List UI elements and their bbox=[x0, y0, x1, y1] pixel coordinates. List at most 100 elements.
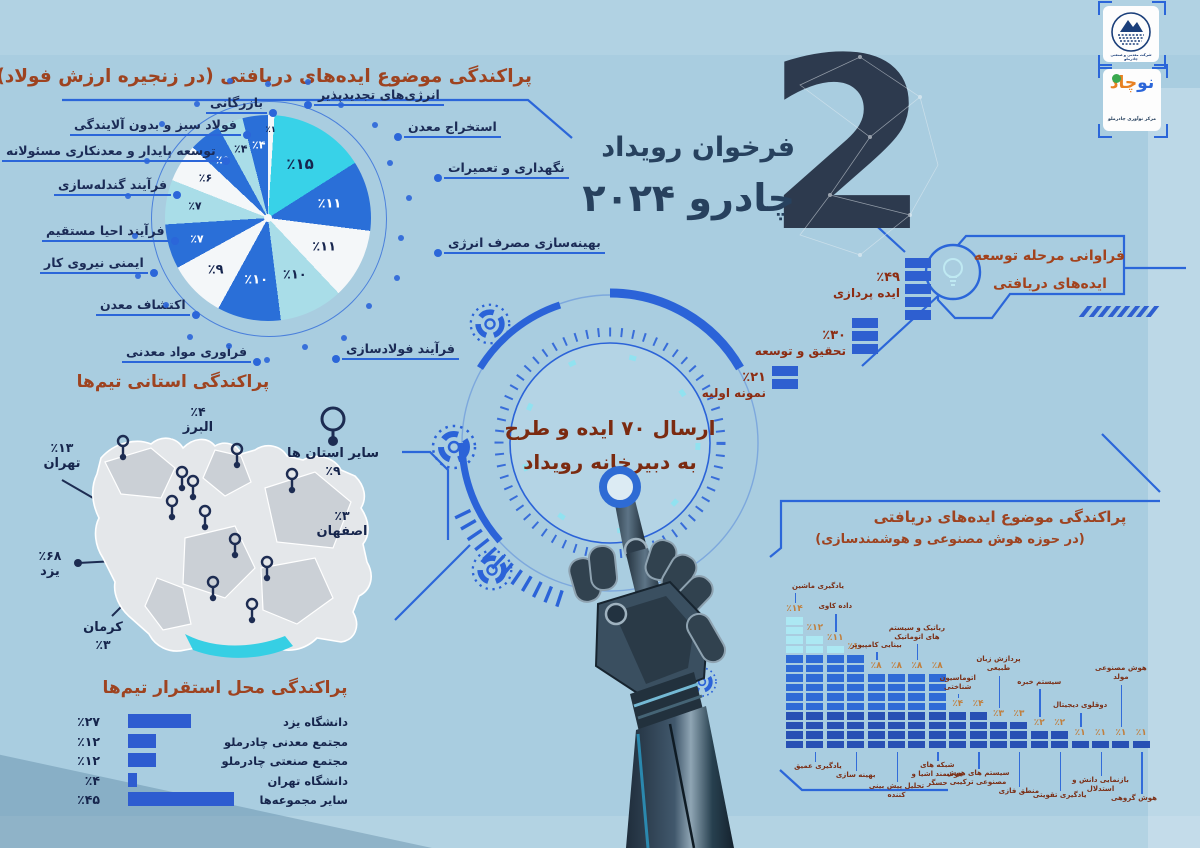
ai-bar-segment bbox=[826, 740, 844, 748]
ai-label-connector bbox=[896, 752, 898, 782]
dev-panel-box bbox=[924, 234, 1126, 320]
ai-bar-segment bbox=[990, 731, 1007, 739]
ai-label-connector bbox=[1100, 752, 1102, 776]
iran-map bbox=[91, 434, 372, 658]
innovation-caption: مرکز نوآوری چادرملو bbox=[1108, 117, 1156, 122]
ai-bar-segment bbox=[826, 721, 844, 729]
ai-bar-segment bbox=[888, 731, 905, 739]
ai-bar-percent: ٪۱۴ bbox=[786, 604, 803, 614]
ai-topic-label-bottom: منطق فازی bbox=[998, 787, 1040, 795]
ai-bar-segment bbox=[826, 683, 844, 691]
ai-topic-label-top: داده کاوی bbox=[818, 602, 853, 611]
ai-bar-percent: ٪۱۱ bbox=[827, 632, 844, 643]
ai-bar-segment bbox=[867, 712, 885, 720]
ai-bar-segment bbox=[1051, 740, 1069, 748]
company-name: شرکت معدنی و صنعتی چادرملو bbox=[1110, 53, 1152, 61]
map-province-label: ٪۱۳ تهران bbox=[43, 440, 81, 472]
ai-label-connector bbox=[1141, 752, 1143, 794]
ai-bar-segment bbox=[908, 740, 926, 748]
dev-stage-segment bbox=[852, 331, 878, 341]
pie-ring-dot bbox=[301, 343, 308, 350]
ai-bar-segment bbox=[969, 740, 987, 748]
ai-bar-segment bbox=[847, 655, 865, 663]
ai-bar-segment bbox=[826, 702, 844, 710]
lightbulb-icon bbox=[943, 258, 963, 286]
pie-ring-dot bbox=[387, 159, 394, 166]
ai-bar-segment bbox=[847, 693, 865, 701]
pie-ring-dot bbox=[162, 301, 169, 308]
ai-bar-percent: ٪۸ bbox=[891, 661, 902, 671]
ai-bar-percent: ٪۸ bbox=[931, 661, 943, 671]
ai-bar-segment bbox=[908, 712, 926, 720]
ai-bar-segment bbox=[826, 674, 844, 682]
location-bar bbox=[128, 733, 157, 748]
ai-bar-segment bbox=[786, 617, 803, 625]
pie-slice-percent: ٪۹ bbox=[207, 262, 224, 278]
pie-ring-dot bbox=[264, 356, 270, 363]
ai-bar-segment bbox=[1030, 731, 1048, 739]
ai-topic-label-top: هوش مصنوعی مولد bbox=[1095, 664, 1147, 682]
ai-bar-segment bbox=[908, 702, 926, 710]
location-bar bbox=[128, 753, 157, 767]
dev-panel-title-line1: فراوانی مرحله توسعه bbox=[973, 248, 1125, 264]
ai-bar-segment bbox=[1010, 731, 1028, 739]
ai-topic-label-top: دوقلوی دیجیتال bbox=[1052, 701, 1108, 710]
steel-pie-chart: ٪۱ ٪۱۵ ٪۱۱ ٪۱۱ ٪۱۰ ٪۱۰ ٪۹ ٪۷ ٪۷ ٪۶ ٪۵ ٪۴ ٪۴ انرژی‌های… bbox=[0, 0, 605, 400]
ai-bar-segment bbox=[867, 674, 885, 682]
location-label: دانشگاه تهران bbox=[267, 773, 348, 788]
ai-bar-segment bbox=[786, 721, 803, 729]
location-bar bbox=[128, 772, 138, 787]
event-title-line1: فرخوان رویداد bbox=[601, 132, 795, 163]
gear-dial-icon bbox=[469, 303, 511, 345]
ai-bar-segment bbox=[888, 740, 905, 748]
pie-ring-dot bbox=[226, 78, 233, 85]
ai-bar-segment bbox=[806, 645, 824, 653]
ai-bar-segment bbox=[928, 731, 946, 739]
dev-stage-segment bbox=[772, 366, 798, 376]
ai-bar-percent: ٪۲ bbox=[1033, 718, 1045, 728]
ai-bar-segment bbox=[949, 740, 967, 748]
hud-text-line1: ارسال ۷۰ ایده و طرح bbox=[504, 416, 716, 440]
location-percent: ٪۴ bbox=[84, 772, 100, 788]
ai-bar-segment bbox=[888, 702, 905, 710]
ai-bar-segment bbox=[847, 664, 865, 672]
ai-bar-segment bbox=[1112, 740, 1130, 748]
ai-bar-segment bbox=[928, 740, 946, 748]
pie-ring-dot bbox=[397, 234, 404, 241]
pie-slice-percent: ٪۶ bbox=[198, 171, 213, 185]
pie-category-label: فرآوری مواد معدنی bbox=[122, 345, 262, 366]
pie-ring-dot bbox=[143, 157, 150, 164]
ai-label-connector bbox=[1080, 712, 1082, 727]
pie-ring-dot bbox=[124, 193, 131, 200]
ai-bar-segment bbox=[949, 721, 967, 729]
ai-bar-segment bbox=[908, 731, 926, 739]
pie-category-label: انرژی‌های تجدیدپذیر bbox=[304, 88, 444, 109]
ai-topic-label-bottom: تحلیل پیش بینی کننده bbox=[868, 782, 925, 800]
pie-category-label: فولاد سبز و بدون آلایندگی bbox=[70, 118, 251, 139]
ai-bar-segment bbox=[928, 721, 946, 729]
pie-ring-dot bbox=[405, 195, 412, 202]
pie-ring-dot bbox=[265, 81, 271, 87]
pie-slice-percent: ٪۴ bbox=[234, 142, 248, 156]
ai-label-connector bbox=[1059, 752, 1062, 791]
map-province-label: ٪۶۸ یزد bbox=[38, 548, 62, 580]
ai-bar-percent: ٪۸ bbox=[870, 661, 882, 671]
ai-bar-segment bbox=[786, 712, 803, 720]
pie-slice-percent: ٪۷ bbox=[188, 199, 202, 213]
ai-bar-segment bbox=[826, 655, 844, 663]
ai-topic-label-top: اتوماسیون شناختی bbox=[939, 673, 976, 691]
dev-stage-label: ٪۴۹ ایده پردازی bbox=[833, 270, 900, 301]
ai-topic-label-top: رباتیک و سیستم های اتوماتیک bbox=[888, 623, 946, 641]
ai-topic-label-bottom: شبکه های هوشمند اشیا و حسگر bbox=[911, 761, 964, 788]
pie-ring-dot bbox=[226, 343, 233, 350]
ai-topics-chart: ٪۱۴ یادگیری ماشین ٪۱۲ یادگیری عمیق ٪۱۱ داده ک… bbox=[786, 500, 1166, 830]
pie-category-label: فرآیند گندله‌سازی bbox=[54, 178, 182, 199]
ai-bar-segment bbox=[806, 674, 824, 682]
ai-bar-percent: ٪۴ bbox=[952, 699, 964, 709]
ai-bar-percent: ٪۳ bbox=[993, 708, 1004, 719]
ai-label-connector bbox=[937, 752, 939, 761]
event-title-line2: چادرو ۲۰۲۴ bbox=[582, 176, 795, 220]
map-section-title: پراکندگی استانی تیم‌ها bbox=[76, 372, 270, 392]
ai-bar-percent: ٪۱ bbox=[1135, 727, 1147, 738]
location-bar bbox=[128, 792, 234, 806]
